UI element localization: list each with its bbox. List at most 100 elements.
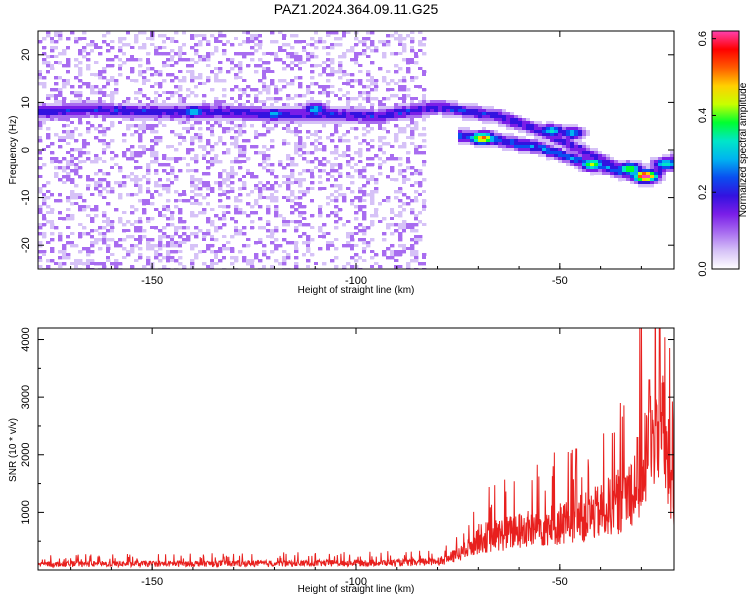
heatmap-cell — [430, 193, 435, 197]
heatmap-cell — [90, 229, 95, 233]
heatmap-cell — [334, 112, 339, 116]
heatmap-cell — [182, 157, 187, 161]
heatmap-cell — [174, 241, 179, 245]
heatmap-cell — [470, 133, 475, 137]
heatmap-cell — [334, 184, 339, 188]
heatmap-cell — [446, 109, 451, 113]
heatmap-cell — [78, 127, 83, 131]
heatmap-cell — [206, 52, 211, 56]
heatmap-cell — [430, 109, 435, 113]
heatmap-cell — [162, 115, 167, 119]
heatmap-cell — [426, 64, 431, 68]
heatmap-cell — [526, 37, 531, 41]
heatmap-cell — [422, 106, 427, 110]
heatmap-cell — [138, 217, 143, 221]
heatmap-cell — [518, 166, 523, 170]
heatmap-cell — [454, 121, 459, 125]
heatmap-cell — [514, 136, 519, 140]
heatmap-cell — [210, 157, 215, 161]
heatmap-cell — [114, 235, 119, 239]
heatmap-cell — [38, 112, 43, 116]
heatmap-cell — [62, 184, 67, 188]
heatmap-cell — [178, 262, 183, 266]
heatmap-cell — [190, 193, 195, 197]
heatmap-cell — [114, 88, 119, 92]
heatmap-cell — [306, 103, 311, 107]
heatmap-cell — [430, 67, 435, 71]
heatmap-cell — [462, 70, 467, 74]
heatmap-cell — [38, 265, 43, 269]
heatmap-cell — [414, 124, 419, 128]
heatmap-cell — [154, 130, 159, 134]
heatmap-cell — [206, 265, 211, 269]
heatmap-cell — [186, 235, 191, 239]
heatmap-cell — [338, 235, 343, 239]
heatmap-cell — [462, 145, 467, 149]
heatmap-cell — [426, 97, 431, 101]
heatmap-cell — [266, 118, 271, 122]
heatmap-cell — [438, 91, 443, 95]
heatmap-cell — [442, 157, 447, 161]
heatmap-cell — [162, 160, 167, 164]
heatmap-cell — [150, 94, 155, 98]
heatmap-cell — [402, 49, 407, 53]
heatmap-cell — [394, 139, 399, 143]
heatmap-cell — [110, 154, 115, 158]
heatmap-cell — [170, 94, 175, 98]
heatmap-cell — [266, 61, 271, 65]
heatmap-cell — [346, 139, 351, 143]
heatmap-cell — [518, 133, 523, 137]
heatmap-cell — [366, 250, 371, 254]
heatmap-cell — [334, 52, 339, 56]
heatmap-cell — [498, 205, 503, 209]
heatmap-cell — [166, 67, 171, 71]
heatmap-cell — [146, 217, 151, 221]
heatmap-cell — [538, 124, 543, 128]
heatmap-cell — [174, 229, 179, 233]
heatmap-cell — [282, 79, 287, 83]
heatmap-cell — [422, 70, 427, 74]
heatmap-cell — [230, 169, 235, 173]
heatmap-cell — [162, 109, 167, 113]
heatmap-cell — [110, 190, 115, 194]
heatmap-cell — [54, 115, 59, 119]
heatmap-cell — [170, 175, 175, 179]
heatmap-cell — [326, 58, 331, 62]
heatmap-cell — [314, 109, 319, 113]
heatmap-cell — [250, 226, 255, 230]
heatmap-cell — [246, 112, 251, 116]
heatmap-cell — [518, 199, 523, 203]
heatmap-cell — [466, 223, 471, 227]
heatmap-cell — [474, 220, 479, 224]
heatmap-cell — [162, 34, 167, 38]
heatmap-cell — [394, 94, 399, 98]
heatmap-cell — [250, 103, 255, 107]
heatmap-cell — [358, 139, 363, 143]
heatmap-cell — [214, 247, 219, 251]
heatmap-cell — [66, 208, 71, 212]
heatmap-cell — [82, 145, 87, 149]
heatmap-cell — [414, 145, 419, 149]
heatmap-cell — [414, 175, 419, 179]
heatmap-cell — [330, 115, 335, 119]
heatmap-cell — [230, 97, 235, 101]
heatmap-cell — [238, 184, 243, 188]
heatmap-cell — [442, 151, 447, 155]
heatmap-cell — [122, 133, 127, 137]
heatmap-cell — [242, 88, 247, 92]
heatmap-cell — [234, 112, 239, 116]
heatmap-cell — [506, 172, 511, 176]
heatmap-cell — [446, 97, 451, 101]
heatmap-cell — [254, 106, 259, 110]
heatmap-cell — [46, 70, 51, 74]
heatmap-cell — [70, 115, 75, 119]
heatmap-cell — [226, 103, 231, 107]
heatmap-cell — [78, 166, 83, 170]
heatmap-cell — [454, 184, 459, 188]
heatmap-cell — [474, 67, 479, 71]
heatmap-cell — [150, 130, 155, 134]
heatmap-cell — [474, 238, 479, 242]
heatmap-cell — [62, 139, 67, 143]
heatmap-cell — [274, 121, 279, 125]
heatmap-cell — [50, 220, 55, 224]
